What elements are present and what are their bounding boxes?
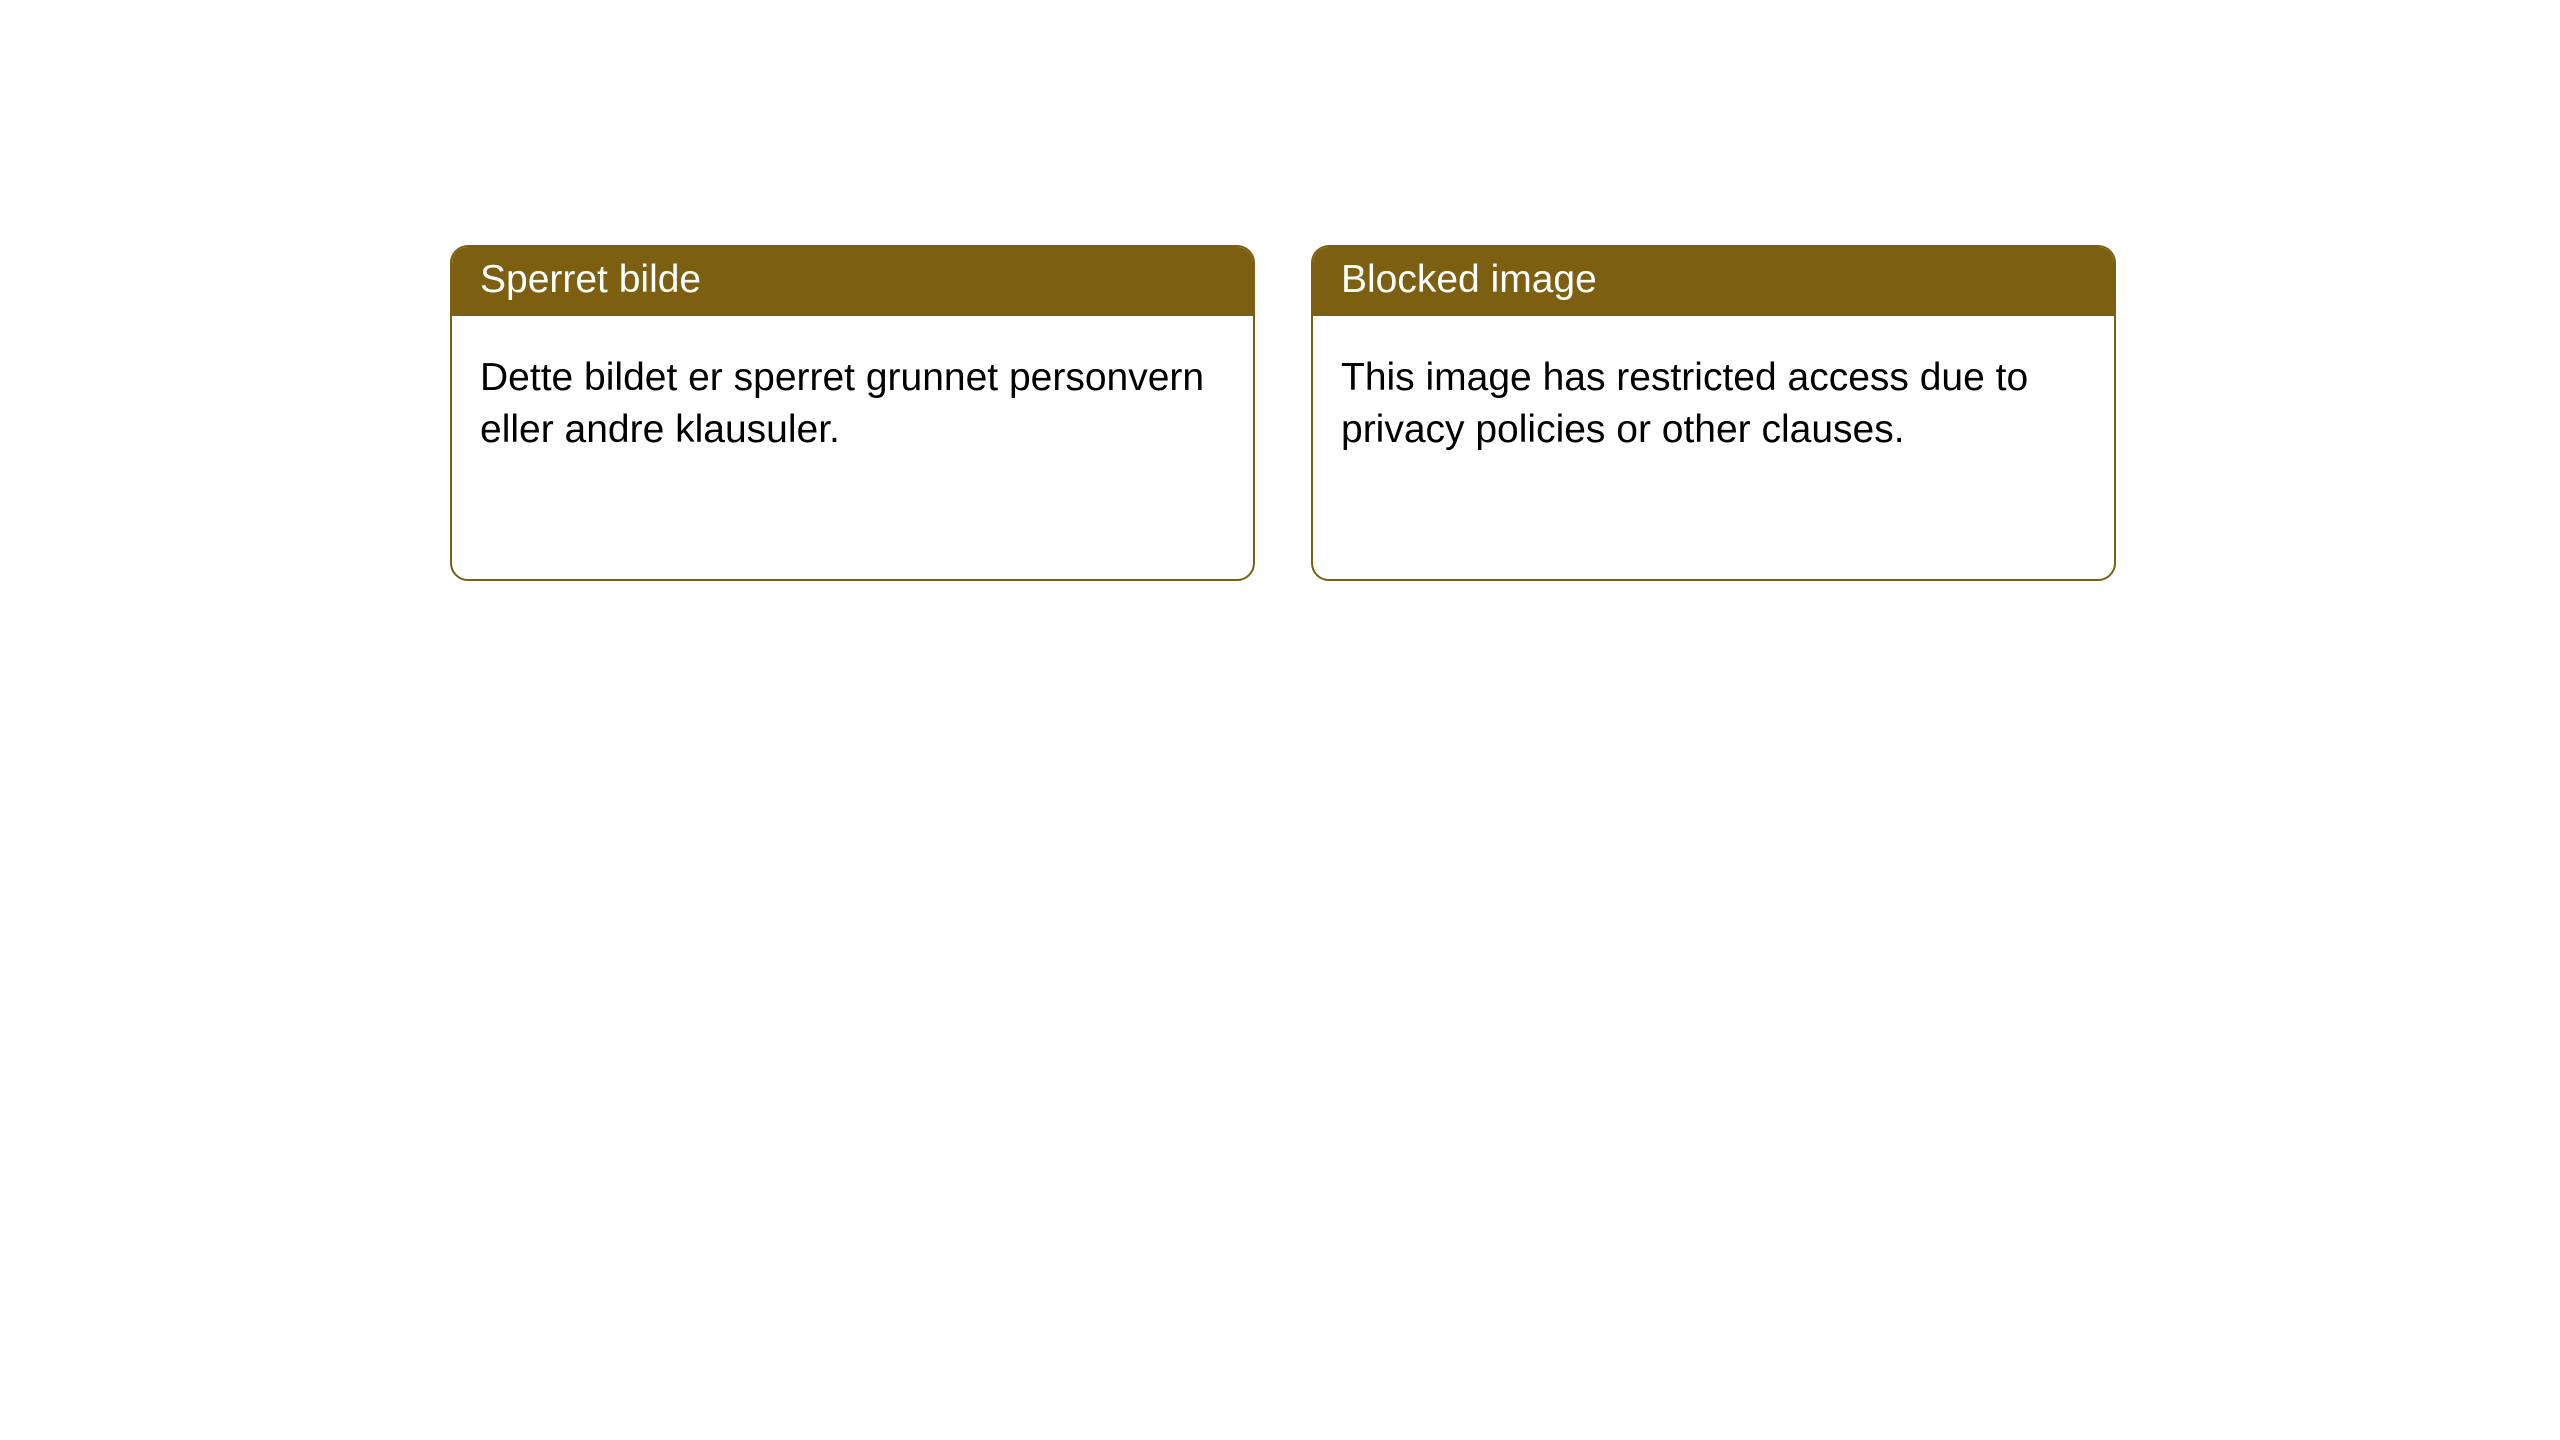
card-title: Sperret bilde bbox=[452, 247, 1253, 316]
card-body-text: This image has restricted access due to … bbox=[1313, 316, 2114, 485]
notice-container: Sperret bilde Dette bildet er sperret gr… bbox=[0, 0, 2560, 581]
notice-card-english: Blocked image This image has restricted … bbox=[1311, 245, 2116, 581]
card-body-text: Dette bildet er sperret grunnet personve… bbox=[452, 316, 1253, 485]
notice-card-norwegian: Sperret bilde Dette bildet er sperret gr… bbox=[450, 245, 1255, 581]
card-title: Blocked image bbox=[1313, 247, 2114, 316]
